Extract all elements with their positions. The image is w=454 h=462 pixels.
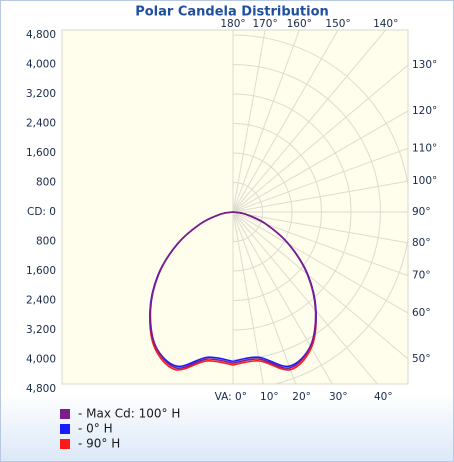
r-tick-label: 800 [36, 236, 56, 248]
grid-spoke [232, 211, 264, 384]
angle-tick-label: 120° [412, 105, 437, 117]
grid-spoke [232, 211, 408, 314]
chart-title: Polar Candela Distribution [135, 5, 329, 20]
r-tick-label: 3,200 [26, 324, 56, 336]
legend-label: - 90° H [78, 437, 120, 451]
angle-tick-label: 20° [292, 391, 311, 403]
grid-circle [232, 34, 408, 384]
r-tick-label: 4,800 [26, 383, 56, 395]
r-tick-label: 3,200 [26, 88, 56, 100]
legend-label: - 0° H [78, 422, 113, 436]
grid-spoke [232, 147, 408, 213]
angle-tick-label: 130° [412, 59, 437, 71]
grid-spoke [232, 211, 408, 360]
legend-swatch [60, 439, 70, 449]
r-tick-label: 4,000 [26, 59, 56, 71]
angle-tick-label: 40° [374, 391, 393, 403]
r-tick-label: CD: 0 [27, 206, 56, 218]
angle-tick-label: 180° [220, 18, 245, 30]
candela-curve [232, 211, 317, 369]
angle-tick-label: 30° [329, 391, 348, 403]
grid-spoke [232, 211, 333, 384]
angle-tick-label: 160° [287, 18, 312, 30]
angle-tick-label: 100° [412, 175, 437, 187]
angle-tick-label: 140° [373, 18, 398, 30]
grid-spoke [232, 110, 408, 213]
grid-spoke [232, 30, 387, 213]
grid-spoke [232, 211, 378, 384]
grid-spoke [232, 180, 408, 213]
r-tick-label: 1,600 [26, 265, 56, 277]
r-tick-label: 4,800 [26, 29, 56, 41]
candela-curve [149, 211, 234, 369]
r-tick-label: 1,600 [26, 147, 56, 159]
angle-tick-label: 150° [325, 18, 350, 30]
angle-tick-label: 90° [412, 206, 431, 218]
angle-tick-label: 60° [412, 307, 431, 319]
grid [232, 30, 408, 384]
angle-tick-label: 80° [412, 237, 431, 249]
angle-tick-label: 110° [412, 142, 437, 154]
angle-tick-label: 50° [412, 353, 431, 365]
legend-swatch [60, 409, 70, 419]
angle-tick-label: 170° [252, 18, 277, 30]
angle-tick-label: 70° [412, 270, 431, 282]
legend-swatch [60, 424, 70, 434]
grid-spoke [232, 211, 408, 244]
r-tick-label: 2,400 [26, 295, 56, 307]
angle-tick-label: VA: 0° [215, 391, 247, 403]
grid-spoke [232, 64, 408, 213]
angle-tick-label: 10° [260, 391, 279, 403]
r-tick-label: 800 [36, 177, 56, 189]
r-tick-label: 2,400 [26, 118, 56, 130]
grid-spoke [232, 30, 266, 213]
grid-spoke [232, 211, 297, 384]
grid-spoke [232, 30, 300, 213]
curves [149, 211, 317, 371]
r-tick-label: 4,000 [26, 354, 56, 366]
grid-spoke [232, 30, 339, 213]
legend-label: - Max Cd: 100° H [78, 407, 180, 421]
